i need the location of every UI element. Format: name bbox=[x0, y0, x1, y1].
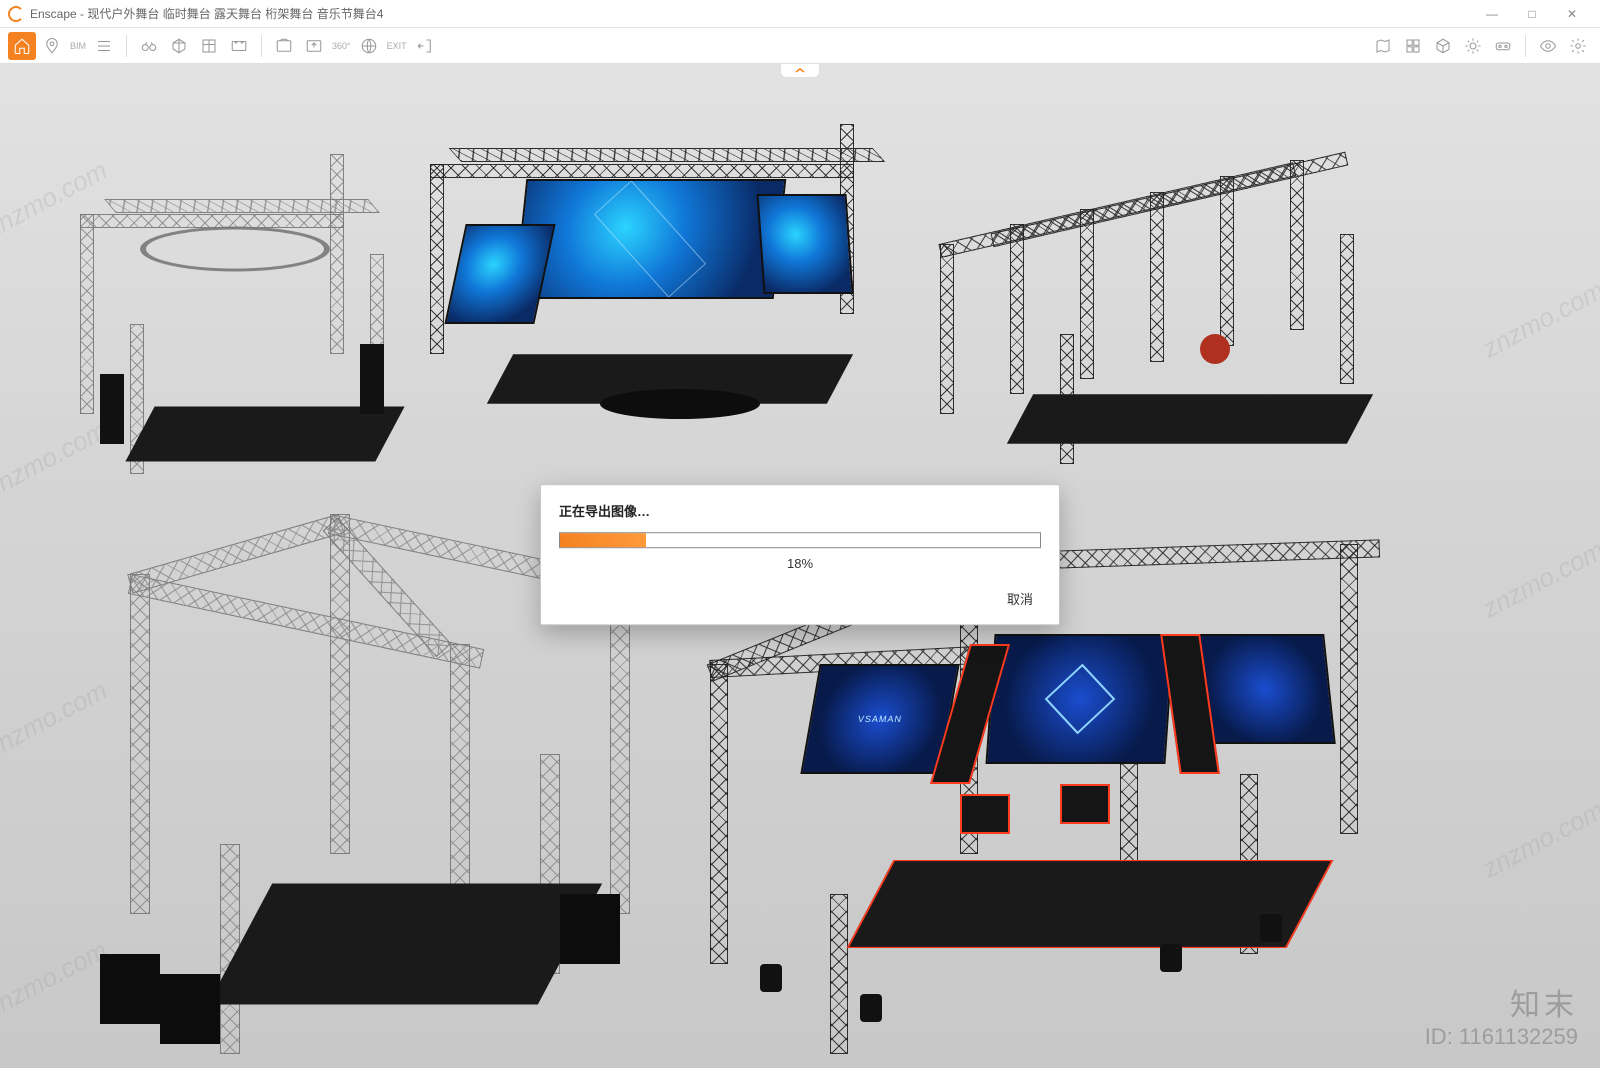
window-controls: — □ ✕ bbox=[1472, 0, 1592, 28]
titlebar: Enscape - 现代户外舞台 临时舞台 露天舞台 桁架舞台 音乐节舞台4 —… bbox=[0, 0, 1600, 28]
close-button[interactable]: ✕ bbox=[1552, 0, 1592, 28]
panorama-button[interactable] bbox=[355, 32, 383, 60]
vr-button[interactable] bbox=[1489, 32, 1517, 60]
cube-button[interactable] bbox=[1429, 32, 1457, 60]
export-progress-dialog: 正在导出图像… 18% 取消 bbox=[540, 484, 1060, 625]
plan-view-button[interactable] bbox=[195, 32, 223, 60]
app-name: Enscape bbox=[30, 7, 77, 21]
list-button[interactable] bbox=[90, 32, 118, 60]
panorama-label: 360° bbox=[330, 41, 353, 51]
watermark-brand: 知末 bbox=[1425, 988, 1578, 1024]
minimize-button[interactable]: — bbox=[1472, 0, 1512, 28]
dialog-title: 正在导出图像… bbox=[559, 501, 1041, 520]
bim-label: BIM bbox=[68, 41, 88, 51]
sun-button[interactable] bbox=[1459, 32, 1487, 60]
screenshot-button[interactable] bbox=[270, 32, 298, 60]
binoculars-button[interactable] bbox=[135, 32, 163, 60]
progress-bar bbox=[559, 532, 1041, 548]
visibility-button[interactable] bbox=[1534, 32, 1562, 60]
perspective-button[interactable] bbox=[165, 32, 193, 60]
viewport-3d[interactable]: znzmo.com znzmo.com znzmo.com znzmo.com … bbox=[0, 64, 1600, 1068]
export-image-button[interactable] bbox=[300, 32, 328, 60]
maximize-button[interactable]: □ bbox=[1512, 0, 1552, 28]
watermark-id-text: ID: 1161132259 bbox=[1425, 1024, 1578, 1050]
stage-top-center bbox=[400, 114, 900, 434]
stage-top-right bbox=[940, 134, 1370, 424]
cancel-button[interactable]: 取消 bbox=[999, 585, 1041, 612]
map-pin-button[interactable] bbox=[38, 32, 66, 60]
watermark-text: znzmo.com bbox=[1478, 795, 1600, 885]
toolbar-collapse-chevron[interactable] bbox=[780, 64, 820, 78]
exit-label: EXIT bbox=[385, 41, 409, 51]
exit-button[interactable] bbox=[411, 32, 439, 60]
window-title: 现代户外舞台 临时舞台 露天舞台 桁架舞台 音乐节舞台4 bbox=[87, 5, 1472, 22]
title-sep: - bbox=[77, 7, 88, 21]
video-button[interactable] bbox=[225, 32, 253, 60]
stage-top-left bbox=[80, 144, 390, 444]
main-toolbar: BIM 360° EXIT bbox=[0, 28, 1600, 64]
enscape-logo-icon bbox=[8, 6, 24, 22]
home-button[interactable] bbox=[8, 32, 36, 60]
progress-bar-fill bbox=[560, 533, 646, 547]
asset-library-button[interactable] bbox=[1399, 32, 1427, 60]
progress-percent: 18% bbox=[559, 556, 1041, 571]
watermark-id: 知末 ID: 1161132259 bbox=[1425, 988, 1578, 1050]
settings-button[interactable] bbox=[1564, 32, 1592, 60]
watermark-text: znzmo.com bbox=[1478, 535, 1600, 625]
watermark-text: znzmo.com bbox=[1478, 275, 1600, 365]
minimap-button[interactable] bbox=[1369, 32, 1397, 60]
